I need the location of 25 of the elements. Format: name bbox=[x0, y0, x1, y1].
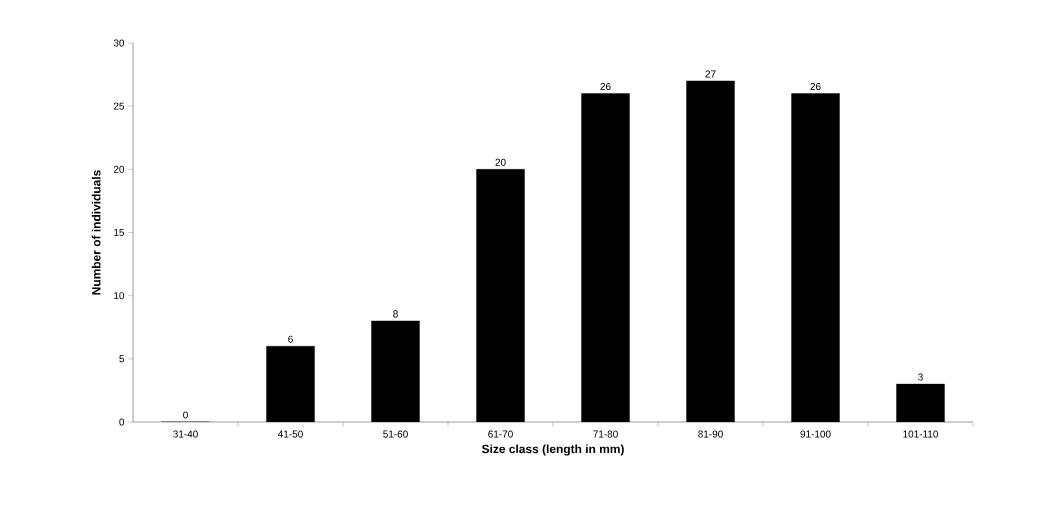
data-label: 8 bbox=[393, 310, 398, 318]
y-tick-label: 15 bbox=[114, 229, 125, 236]
x-tick-label: 101-110 bbox=[903, 430, 939, 438]
data-label: 26 bbox=[810, 82, 821, 91]
x-tick-label: 81-90 bbox=[698, 430, 723, 438]
x-tick-label: 91-100 bbox=[800, 430, 831, 438]
y-tick-label: 30 bbox=[113, 39, 125, 47]
x-tick-label: 31-40 bbox=[173, 430, 198, 438]
data-label: 0 bbox=[183, 411, 188, 419]
y-tick-label: 20 bbox=[113, 165, 125, 173]
x-axis-title: Size class (length in mm) bbox=[481, 444, 624, 456]
x-tick-label: 61-70 bbox=[488, 430, 513, 438]
data-label: 20 bbox=[495, 158, 506, 166]
x-tick-label: 71-80 bbox=[593, 430, 618, 438]
data-label: 26 bbox=[600, 82, 611, 91]
y-axis-title: Number of individuals bbox=[91, 170, 101, 295]
y-tick-label: 0 bbox=[119, 418, 125, 426]
data-label: 6 bbox=[288, 335, 293, 343]
data-label: 27 bbox=[705, 70, 716, 78]
data-label: 3 bbox=[918, 373, 923, 381]
x-tick-label: 51-60 bbox=[383, 430, 408, 438]
y-tick-label: 25 bbox=[113, 102, 125, 110]
x-tick-label: 41-50 bbox=[278, 430, 303, 438]
y-tick-label: 5 bbox=[119, 355, 125, 363]
y-tick-label: 10 bbox=[114, 292, 125, 300]
